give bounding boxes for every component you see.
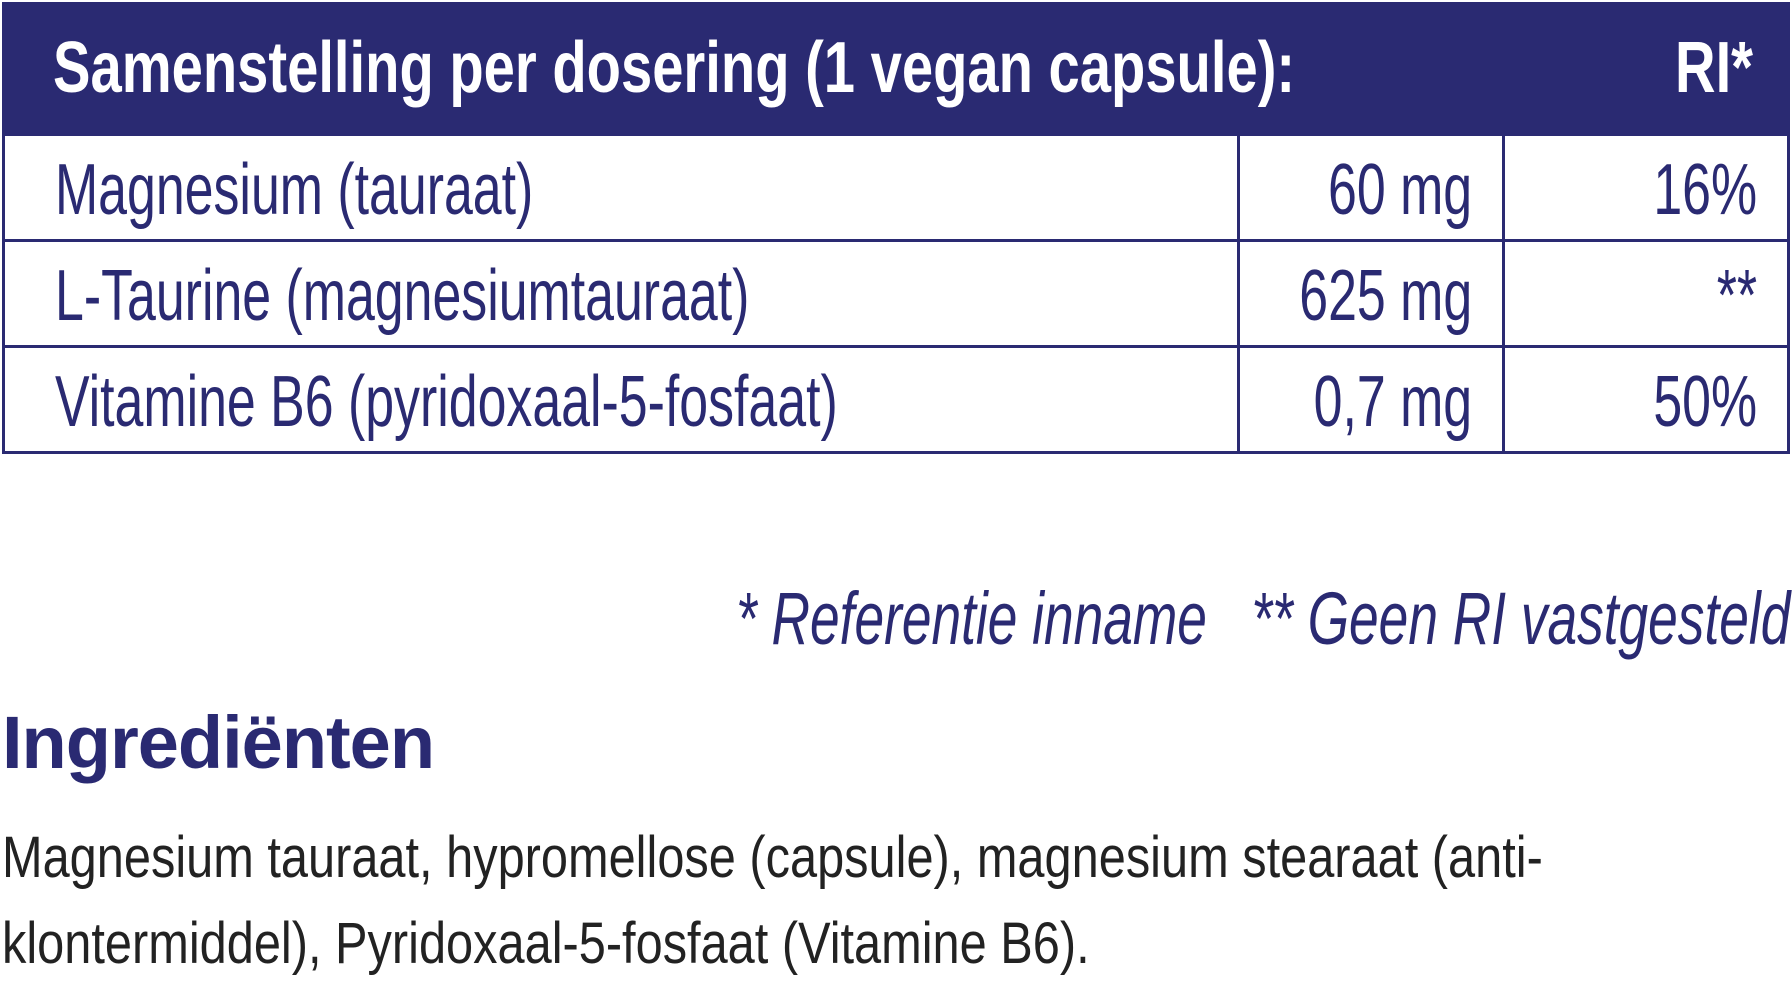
nutrient-amount: 60 mg bbox=[1327, 150, 1472, 230]
nutrient-ri: ** bbox=[1716, 256, 1757, 336]
table-header: Samenstelling per dosering (1 vegan caps… bbox=[5, 5, 1787, 133]
nutrient-amount: 625 mg bbox=[1299, 256, 1472, 336]
nutrition-table: Samenstelling per dosering (1 vegan caps… bbox=[2, 2, 1790, 454]
ingredients-text: Magnesium tauraat, hypromellose (capsule… bbox=[2, 825, 1543, 976]
nutrient-name: Vitamine B6 (pyridoxaal-5-fosfaat) bbox=[55, 362, 838, 442]
table-row: Magnesium (tauraat) 60 mg 16% bbox=[5, 133, 1787, 239]
nutrient-ri: 50% bbox=[1653, 362, 1757, 442]
header-ri: RI* bbox=[1674, 28, 1753, 108]
nutrient-ri: 16% bbox=[1653, 150, 1757, 230]
table-row: Vitamine B6 (pyridoxaal-5-fosfaat) 0,7 m… bbox=[5, 345, 1787, 451]
table-row: L-Taurine (magnesiumtauraat) 625 mg ** bbox=[5, 239, 1787, 345]
header-title: Samenstelling per dosering (1 vegan caps… bbox=[53, 28, 1296, 108]
nutrient-amount: 0,7 mg bbox=[1313, 362, 1472, 442]
footnote: * Referentie inname ** Geen RI vastgeste… bbox=[735, 577, 1790, 660]
nutrient-name: L-Taurine (magnesiumtauraat) bbox=[55, 256, 750, 336]
ingredients-title: Ingrediënten bbox=[2, 701, 435, 784]
nutrient-name: Magnesium (tauraat) bbox=[55, 150, 534, 230]
